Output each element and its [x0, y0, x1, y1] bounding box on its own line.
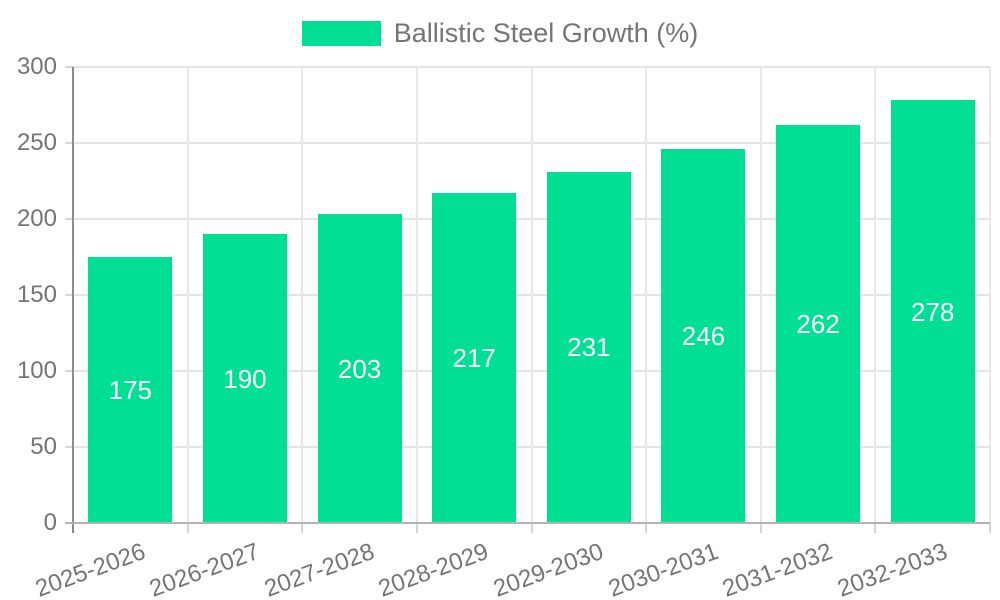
legend-swatch — [301, 21, 381, 46]
x-axis-tick — [989, 523, 991, 533]
bar[interactable] — [776, 124, 861, 523]
legend-label: Ballistic Steel Growth (%) — [393, 18, 699, 48]
y-axis-label: 50 — [30, 433, 57, 460]
x-axis-label: 2029-2030 — [489, 538, 608, 600]
bar-value-label: 278 — [910, 296, 955, 327]
x-axis-label: 2032-2033 — [833, 538, 951, 600]
y-axis-label: 250 — [16, 129, 57, 156]
y-axis-tick — [65, 142, 73, 144]
x-axis-tick — [874, 523, 877, 533]
bar-value-label: 262 — [796, 308, 840, 339]
y-axis-label: 150 — [16, 281, 57, 308]
bar[interactable] — [317, 214, 402, 523]
x-axis-tick — [530, 523, 533, 533]
y-axis-label: 0 — [43, 509, 57, 536]
y-axis-line — [72, 67, 74, 533]
bar[interactable] — [432, 193, 517, 523]
x-gridline — [874, 67, 877, 523]
x-gridline — [186, 67, 189, 523]
y-axis-label: 200 — [16, 205, 57, 232]
x-axis-tick — [415, 523, 418, 533]
x-axis-line — [65, 522, 990, 524]
bar-value-label: 175 — [108, 375, 152, 405]
x-gridline — [645, 67, 648, 523]
x-gridline — [415, 67, 418, 523]
x-gridline — [759, 67, 762, 523]
bar[interactable] — [202, 234, 287, 523]
x-axis-label: 2025-2026 — [31, 538, 149, 600]
y-axis-tick — [65, 446, 73, 448]
x-gridline — [301, 67, 304, 523]
x-axis-tick — [759, 523, 762, 533]
x-axis-tick — [186, 523, 189, 533]
bar[interactable] — [546, 171, 631, 523]
x-gridline — [530, 67, 533, 523]
y-axis-tick — [65, 294, 73, 296]
legend-item[interactable]: Ballistic Steel Growth (%) — [0, 18, 1000, 49]
x-axis-label: 2027-2028 — [260, 538, 378, 600]
bar[interactable] — [890, 100, 975, 523]
x-axis-label: 2026-2027 — [146, 538, 264, 600]
y-axis-tick — [65, 66, 73, 68]
bar-value-label: 246 — [681, 321, 726, 352]
x-gridline — [989, 67, 991, 523]
x-axis-label: 2030-2031 — [604, 538, 722, 600]
bar[interactable] — [661, 149, 746, 523]
bar-value-label: 190 — [223, 363, 267, 394]
x-axis-tick — [301, 523, 304, 533]
bar[interactable] — [88, 257, 173, 523]
y-axis-tick — [65, 218, 73, 220]
y-axis-tick — [65, 370, 73, 372]
y-axis-label: 300 — [16, 53, 57, 80]
x-axis-label: 2028-2029 — [375, 538, 493, 600]
x-axis-label: 2031-2032 — [719, 538, 837, 600]
bar-value-label: 217 — [452, 343, 496, 374]
x-axis-tick — [645, 523, 648, 533]
bar-value-label: 203 — [337, 353, 382, 384]
y-axis-label: 100 — [16, 357, 57, 384]
bar-value-label: 231 — [567, 332, 611, 363]
